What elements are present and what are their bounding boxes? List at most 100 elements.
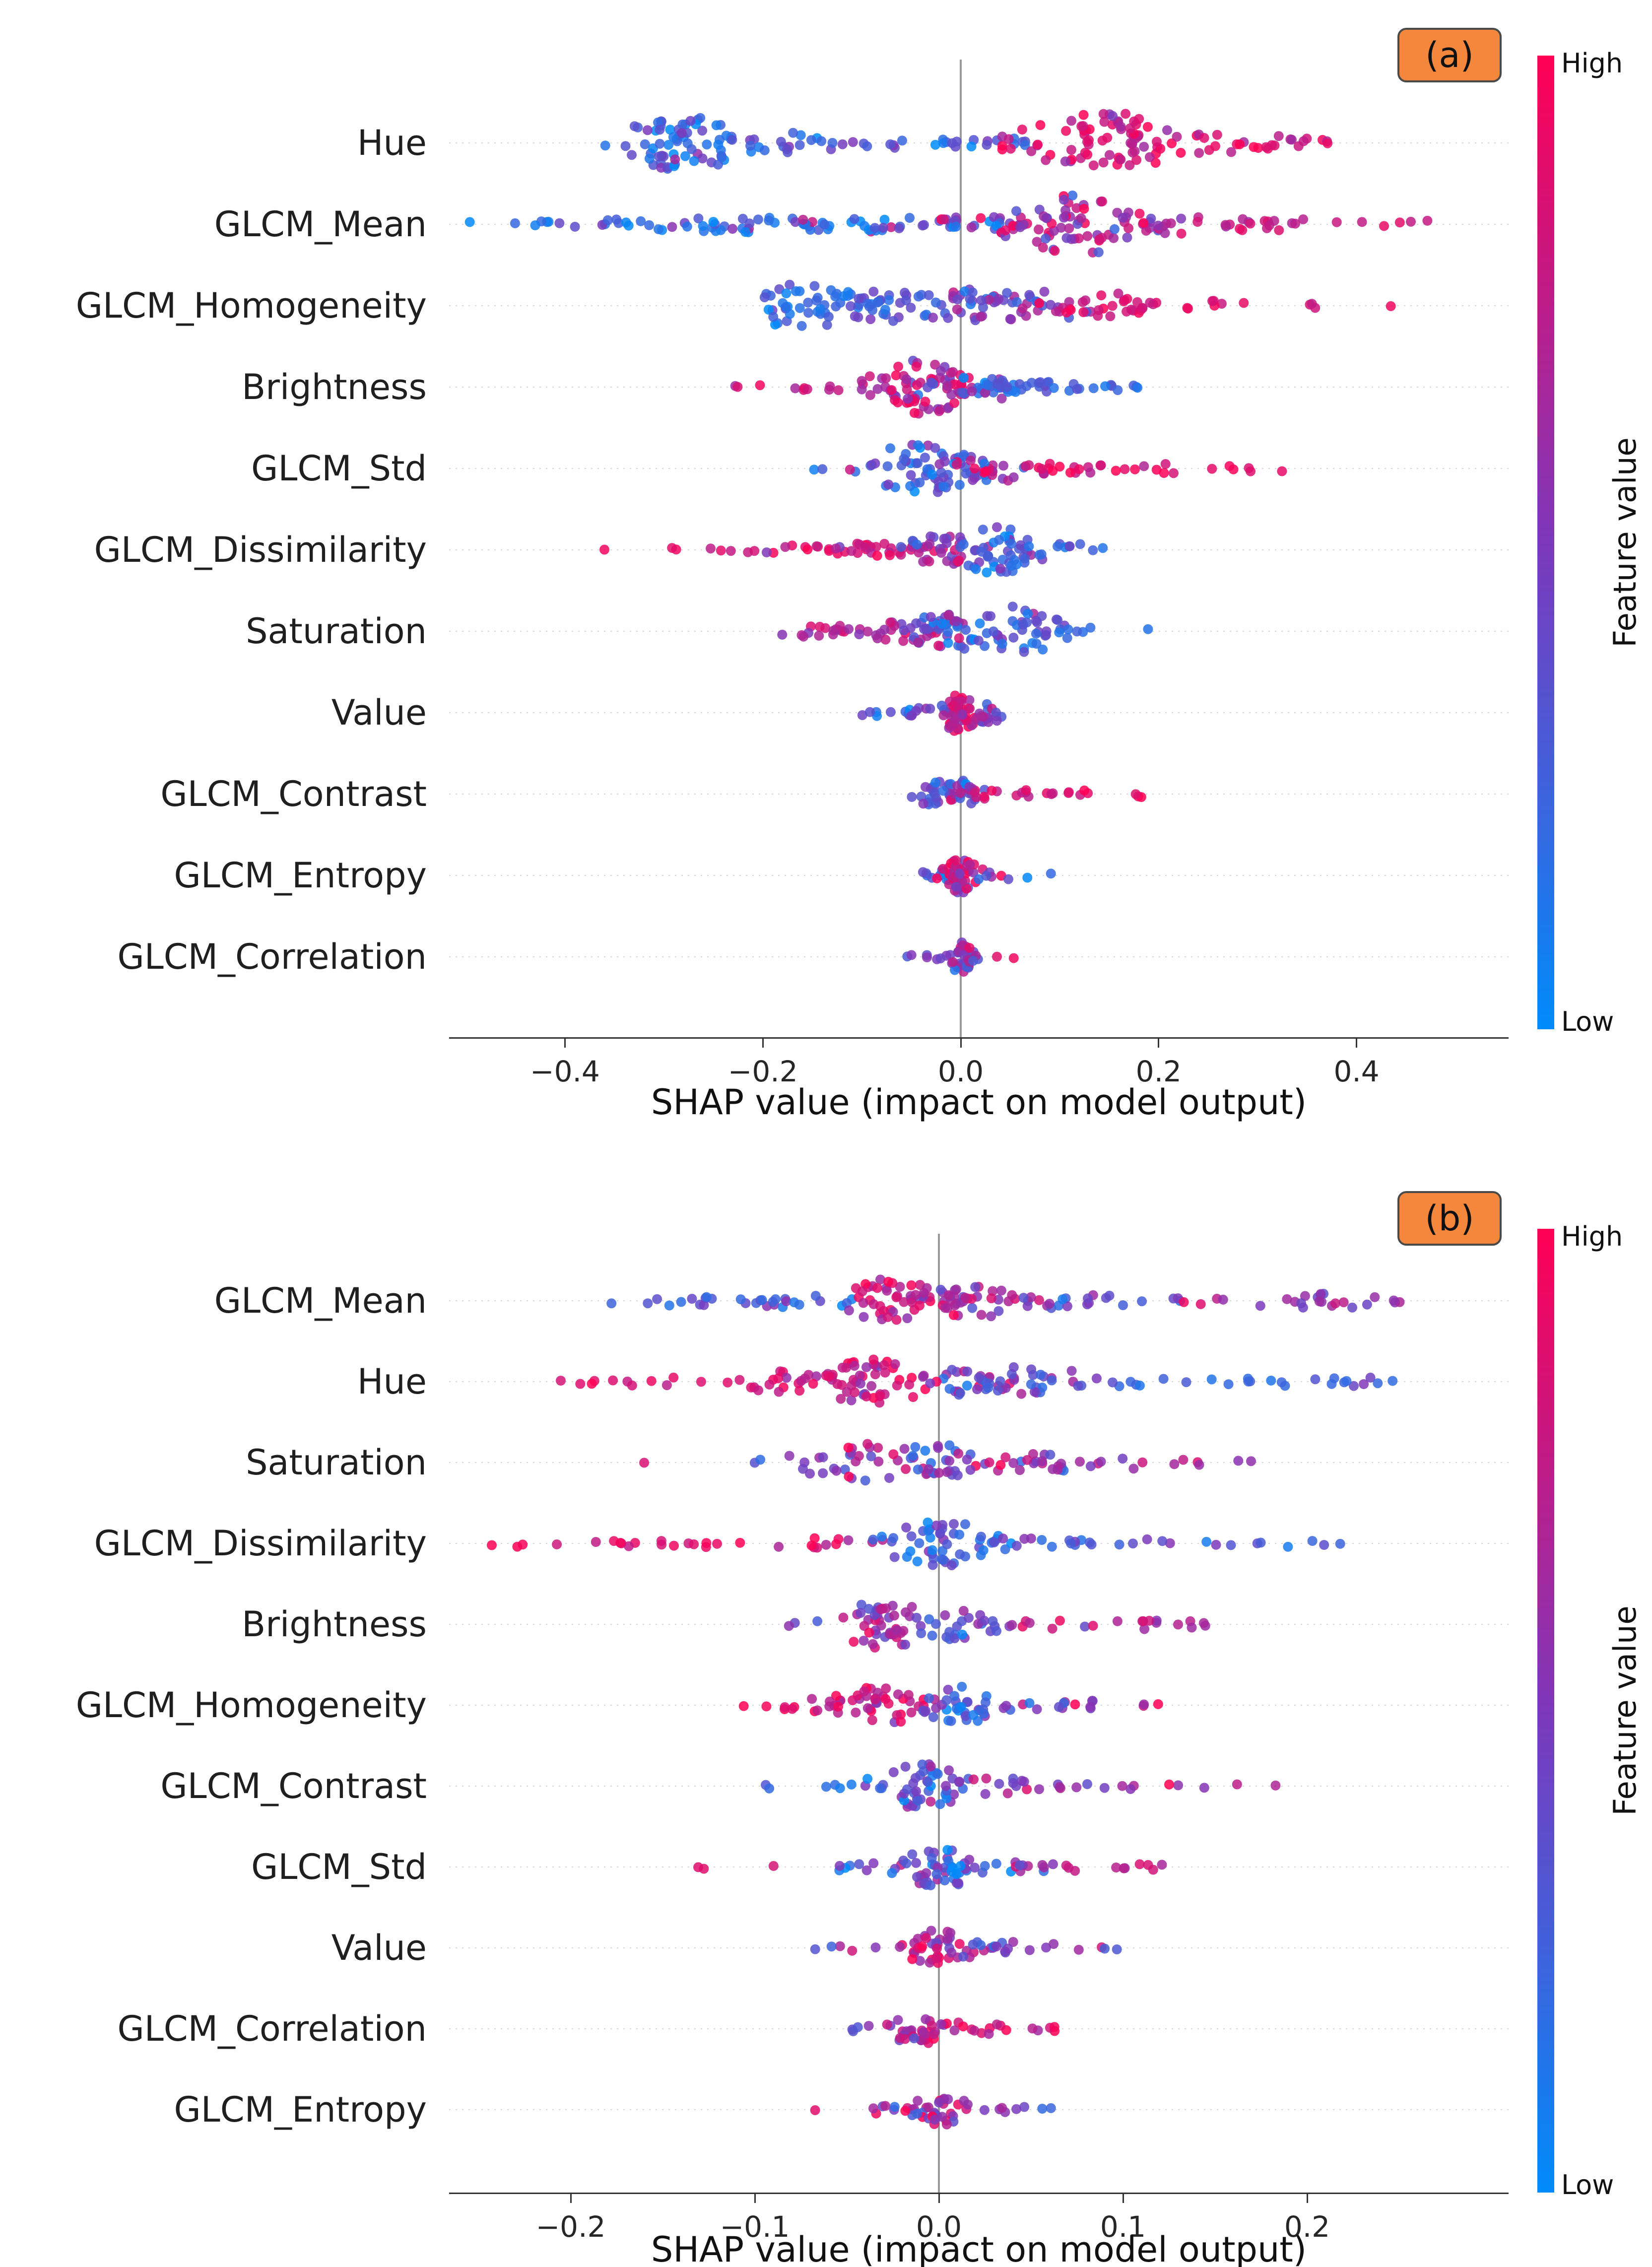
shap-point [847, 1945, 858, 1956]
shap-point [1082, 149, 1093, 160]
shap-point [826, 1941, 837, 1952]
shap-point [943, 610, 954, 620]
shap-point [867, 1639, 878, 1649]
feature-label: GLCM_Mean [214, 1280, 427, 1321]
shap-point [825, 381, 835, 392]
shap-point [850, 1387, 860, 1398]
shap-point [1166, 218, 1176, 228]
shap-panel-a: Hue GLCM_Mean GLCM_Homogeneity Brightness GL… [76, 28, 1643, 1123]
shap-point [1085, 1702, 1096, 1712]
shap-point [992, 522, 1002, 533]
shap-point [951, 881, 961, 892]
shap-point [891, 1315, 902, 1325]
shap-point [1100, 381, 1110, 392]
shap-point [909, 408, 920, 418]
shap-point [863, 2021, 874, 2031]
shap-point [774, 1387, 784, 1397]
shap-point [1134, 208, 1145, 219]
x-tick-mark [1306, 2194, 1308, 2203]
shap-point [615, 1537, 626, 1548]
shap-point [1064, 223, 1074, 234]
shap-point [1165, 1538, 1175, 1548]
shap-point [790, 217, 800, 227]
shap-point [964, 695, 975, 705]
shap-point [866, 1451, 876, 1462]
x-axis-title: SHAP value (impact on model output) [651, 1082, 1307, 1123]
shap-point [1296, 1298, 1306, 1308]
shap-point [930, 443, 940, 453]
shap-point [1075, 539, 1085, 549]
shap-point [621, 217, 631, 228]
shap-point [833, 385, 844, 396]
panel-badge: (b) [1397, 1191, 1502, 1246]
shap-point [856, 1378, 865, 1389]
shap-point [1086, 1539, 1097, 1550]
shap-point [884, 295, 894, 305]
shap-point [790, 383, 800, 394]
shap-point [924, 290, 934, 300]
shap-point [949, 1789, 959, 1800]
shap-point [864, 707, 875, 717]
shap-point [901, 1607, 911, 1617]
shap-point [919, 1288, 929, 1298]
shap-point [794, 303, 805, 313]
shap-point [906, 950, 917, 960]
shap-point [667, 222, 677, 232]
shap-point [951, 616, 961, 626]
shap-point [1151, 1615, 1162, 1626]
shap-point [900, 1761, 911, 1772]
shap-point [1183, 303, 1193, 314]
shap-point [823, 312, 834, 322]
shap-point [806, 1540, 817, 1551]
shap-point [661, 1380, 672, 1391]
shap-point [931, 1953, 941, 1963]
shap-point [929, 789, 940, 799]
shap-point [814, 630, 824, 641]
shap-point [1012, 297, 1022, 307]
shap-point [882, 1285, 892, 1296]
shap-point [1088, 383, 1099, 394]
shap-point [905, 623, 916, 633]
shap-point [764, 1783, 775, 1794]
shap-point [856, 1600, 866, 1610]
shap-point [788, 128, 798, 138]
shap-point [1018, 1293, 1029, 1303]
shap-point [934, 1467, 944, 1478]
shap-point [946, 1560, 957, 1571]
shap-point [644, 153, 655, 164]
shap-point [1003, 1943, 1013, 1954]
shap-point [963, 560, 974, 571]
shap-point [1176, 147, 1186, 158]
shap-point [809, 465, 819, 475]
shap-point [1099, 117, 1110, 127]
shap-point [682, 138, 693, 148]
shap-point [970, 1282, 981, 1292]
shap-point [620, 141, 631, 151]
shap-point [1073, 233, 1084, 244]
shap-point [964, 1613, 974, 1623]
shap-point [1083, 1293, 1093, 1304]
shap-point [639, 1458, 650, 1468]
shap-point [1330, 1298, 1340, 1309]
shap-point [924, 556, 934, 567]
shap-point [1017, 303, 1028, 314]
shap-point [912, 2109, 923, 2119]
shap-point [958, 373, 969, 383]
shap-point [824, 1371, 834, 1382]
shap-point [1026, 378, 1037, 388]
shap-point [1019, 647, 1029, 657]
shap-point [1066, 1366, 1077, 1376]
shap-point [925, 612, 936, 622]
shap-point [1130, 464, 1140, 474]
shap-point [1201, 1536, 1212, 1547]
shap-point [922, 952, 932, 962]
shap-point [1070, 1699, 1080, 1710]
shap-point [798, 631, 809, 642]
shap-point [1113, 385, 1123, 396]
shap-point [1194, 1460, 1204, 1470]
shap-point [1116, 122, 1126, 132]
shap-point [1169, 1459, 1180, 1469]
shap-point [1008, 953, 1019, 963]
feature-label: Saturation [246, 611, 427, 652]
shap-point [1048, 1859, 1058, 1869]
